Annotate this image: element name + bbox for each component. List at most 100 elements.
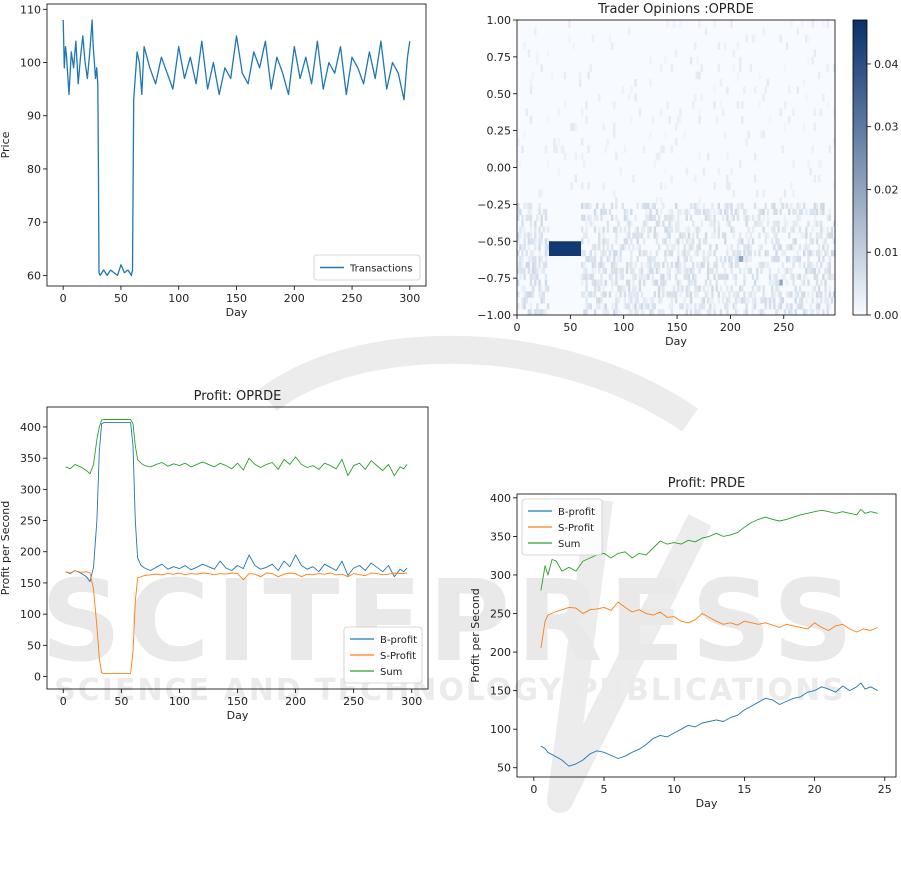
heatmap-cell	[743, 208, 746, 215]
heatmap-cell	[521, 250, 524, 257]
heatmap-cell	[764, 303, 768, 310]
heatmap-cell	[623, 214, 627, 221]
heatmap-cell	[721, 214, 725, 221]
heatmap-cell	[811, 56, 814, 65]
heatmap-cell	[773, 279, 776, 286]
heatmap-cell	[544, 238, 548, 245]
heatmap-cell	[634, 303, 637, 310]
heatmap-cell	[747, 291, 750, 298]
heatmap-cell	[645, 297, 648, 304]
y-tick-label: 80	[27, 163, 41, 176]
heatmap-cell	[796, 291, 800, 298]
heatmap-cell	[719, 273, 723, 280]
heatmap-cell	[724, 130, 727, 139]
heatmap-cell	[662, 309, 665, 316]
heatmap-cell	[613, 189, 616, 198]
heatmap-cell	[572, 123, 575, 131]
heatmap-cell	[758, 232, 761, 239]
heatmap-cell	[785, 202, 789, 210]
heatmap-cell	[544, 214, 548, 221]
heatmap-cell	[820, 250, 823, 257]
heatmap-cell	[636, 256, 639, 263]
heatmap-cell	[587, 273, 590, 280]
x-tick-label: 0	[60, 695, 67, 708]
heatmap-cell	[713, 182, 716, 190]
heatmap-cell	[619, 267, 622, 274]
heatmap-cell	[745, 244, 748, 251]
heatmap-cell	[527, 291, 531, 298]
heatmap-cell	[828, 145, 832, 154]
heatmap-cell	[753, 250, 757, 257]
heatmap-cell	[625, 267, 629, 274]
heatmap-cell	[638, 267, 642, 274]
heatmap-cell	[638, 285, 642, 292]
heatmap-cell	[542, 267, 546, 274]
heatmap-cell	[683, 208, 686, 215]
heatmap-hotspot	[738, 256, 744, 262]
heatmap-cell	[783, 226, 787, 233]
heatmap-cell	[632, 267, 635, 274]
heatmap-cell	[726, 273, 729, 280]
heatmap-cell	[585, 273, 588, 280]
heatmap-cell	[694, 226, 697, 233]
heatmap-cell	[681, 238, 684, 245]
heatmap-cell	[775, 279, 778, 286]
heatmap-cell	[630, 309, 633, 316]
heatmap-cell	[604, 267, 607, 274]
heatmap-cell	[698, 115, 701, 124]
heatmap-cell	[544, 273, 548, 280]
heatmap-cell	[815, 261, 819, 269]
heatmap-cell	[610, 285, 614, 292]
heatmap-cell	[642, 238, 646, 245]
heatmap-cell	[527, 261, 531, 269]
heatmap-cell	[659, 197, 663, 205]
heatmap-cell	[634, 297, 637, 304]
heatmap-cell	[659, 208, 663, 215]
heatmap-cell	[591, 291, 595, 298]
heatmap-cell	[813, 123, 817, 131]
heatmap-cell	[807, 267, 810, 274]
heatmap-cell	[531, 261, 535, 269]
heatmap-cell	[593, 291, 597, 298]
heatmap-cell	[730, 167, 733, 176]
heatmap-cell	[762, 189, 765, 198]
heatmap-cell	[523, 232, 526, 239]
heatmap-cell	[679, 261, 682, 269]
heatmap-cell	[726, 202, 729, 210]
heatmap-cell	[777, 309, 780, 316]
heatmap-cell	[777, 291, 780, 298]
heatmap-cell	[610, 202, 614, 210]
heatmap-cell	[736, 238, 740, 245]
heatmap-cell	[749, 267, 753, 274]
heatmap-cell	[692, 273, 695, 280]
heatmap-cell	[809, 238, 812, 245]
heatmap-cell	[726, 250, 729, 257]
heatmap-cell	[781, 250, 785, 257]
heatmap-cell	[698, 197, 701, 205]
heatmap-cell	[828, 273, 832, 280]
heatmap-cell	[832, 250, 836, 257]
heatmap-cell	[807, 220, 810, 227]
heatmap-cell	[632, 174, 635, 183]
heatmap-cell	[681, 250, 684, 257]
heatmap-cell	[783, 214, 787, 221]
heatmap-cell	[770, 297, 774, 304]
heatmap-cell	[820, 261, 823, 269]
heatmap-cell	[685, 214, 689, 221]
heatmap-cell	[642, 279, 646, 286]
heatmap-cell	[736, 261, 740, 269]
heatmap-cell	[647, 226, 650, 233]
heatmap-cell	[696, 285, 699, 292]
heatmap-cell	[719, 208, 723, 215]
heatmap-cell	[760, 309, 763, 316]
x-tick-label: 50	[114, 292, 128, 305]
heatmap-cell	[724, 42, 727, 50]
heatmap-cell	[802, 309, 806, 316]
heatmap-cell	[724, 291, 727, 298]
heatmap-cell	[581, 273, 584, 280]
heatmap-cell	[694, 309, 697, 316]
heatmap-cell	[685, 256, 689, 263]
heatmap-cell	[519, 261, 522, 269]
heatmap-cell	[589, 64, 592, 72]
heatmap-cell	[615, 152, 618, 161]
